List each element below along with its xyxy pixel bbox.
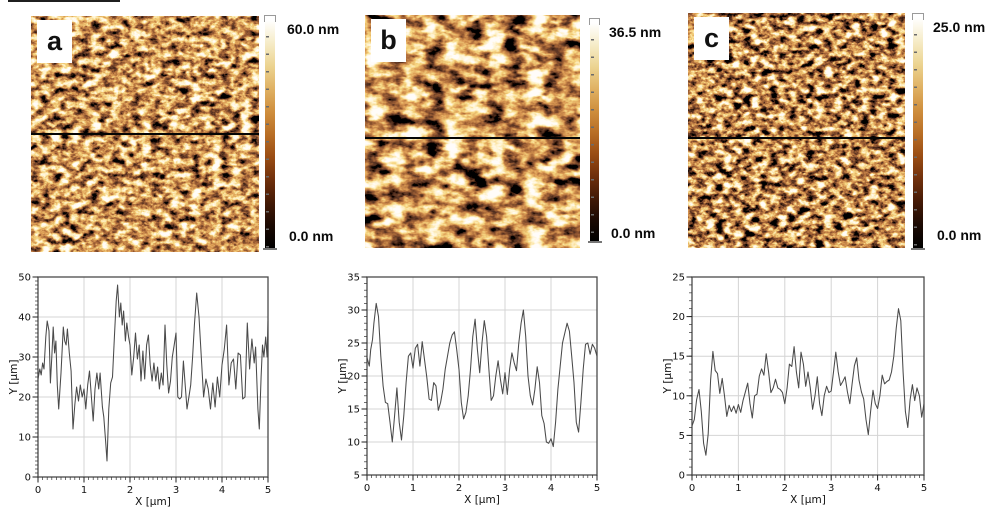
panel-label-a: a [37,20,72,63]
afm-image-c: c [688,13,905,248]
colorbar-max-label-c: 25.0 nm [933,19,986,35]
svg-text:0: 0 [679,471,685,482]
svg-text:0: 0 [35,485,41,496]
panel-label-b: b [371,19,406,62]
svg-text:X [μm]: X [μm] [790,494,826,506]
panel-letter-c: c [703,23,720,53]
svg-text:40: 40 [18,313,31,324]
colorbar-bracket-icon [912,13,924,20]
afm-image-b: b [365,15,580,248]
colorbar-ticks-c [914,18,917,248]
svg-text:1: 1 [410,483,416,494]
svg-text:30: 30 [18,353,31,364]
colorbar-min-label-c: 0.0 nm [937,227,982,243]
colorbar-bracket-icon [264,15,276,22]
colorbar-min-label-a: 0.0 nm [289,228,334,244]
svg-text:50: 50 [18,273,31,284]
profile-chart-b: 0 1 2 3 4 5 5 10 15 20 25 30 35 X [μm] Y [μm] [337,273,600,507]
svg-text:25: 25 [347,339,360,350]
svg-text:5: 5 [265,485,271,496]
panel-letter-a: a [46,26,63,56]
svg-text:5: 5 [921,483,927,494]
colorbar-foot-icon [588,241,602,243]
svg-text:20: 20 [672,312,685,323]
colorbar-max-label-a: 60.0 nm [287,21,340,37]
afm-image-a: a [31,16,259,252]
svg-text:15: 15 [347,405,360,416]
svg-text:10: 10 [347,438,360,449]
svg-text:3: 3 [173,485,179,496]
figure-edge-line [8,0,120,2]
svg-text:X [μm]: X [μm] [464,494,500,506]
svg-text:3: 3 [502,483,508,494]
colorbar-ticks-a [266,20,269,248]
svg-text:1: 1 [735,483,741,494]
colorbar-b [588,18,602,243]
colorbar-gradient-a [265,20,275,248]
profile-chart-c: 0 1 2 3 4 5 0 5 10 15 20 25 X [μm] Y [μm] [662,273,927,507]
svg-text:5: 5 [354,471,360,482]
profile-scanline-a [31,133,259,136]
colorbar-min-label-b: 0.0 nm [611,225,656,241]
svg-text:Y [μm]: Y [μm] [8,360,20,396]
svg-text:30: 30 [347,306,360,317]
svg-text:5: 5 [594,483,600,494]
svg-text:3: 3 [828,483,834,494]
svg-text:20: 20 [18,393,31,404]
svg-text:4: 4 [548,483,554,494]
svg-text:2: 2 [127,485,133,496]
svg-text:0: 0 [25,473,31,484]
svg-text:10: 10 [672,391,685,402]
colorbar-ticks-b [591,23,594,241]
colorbar-a [263,15,277,250]
svg-text:X [μm]: X [μm] [135,496,171,508]
svg-text:0: 0 [689,483,695,494]
svg-text:2: 2 [456,483,462,494]
svg-text:25: 25 [672,273,685,284]
colorbar-gradient-c [913,18,923,248]
svg-text:4: 4 [874,483,880,494]
svg-text:4: 4 [219,485,225,496]
profile-scanline-b [365,137,580,140]
colorbar-gradient-b [590,23,599,241]
svg-text:35: 35 [347,273,360,284]
svg-text:1: 1 [81,485,87,496]
colorbar-foot-icon [911,248,925,250]
svg-text:10: 10 [18,433,31,444]
svg-text:5: 5 [679,431,685,442]
colorbar-max-label-b: 36.5 nm [609,24,662,40]
svg-text:20: 20 [347,372,360,383]
panel-label-c: c [694,17,729,60]
colorbar-bracket-icon [589,18,600,25]
colorbar-foot-icon [263,248,277,250]
svg-text:0: 0 [364,483,370,494]
svg-text:15: 15 [672,352,685,363]
svg-text:Y [μm]: Y [μm] [337,359,349,395]
panel-letter-b: b [380,25,397,55]
svg-text:2: 2 [782,483,788,494]
colorbar-c [911,13,925,250]
profile-scanline-c [688,137,905,140]
svg-text:Y [μm]: Y [μm] [662,359,674,395]
